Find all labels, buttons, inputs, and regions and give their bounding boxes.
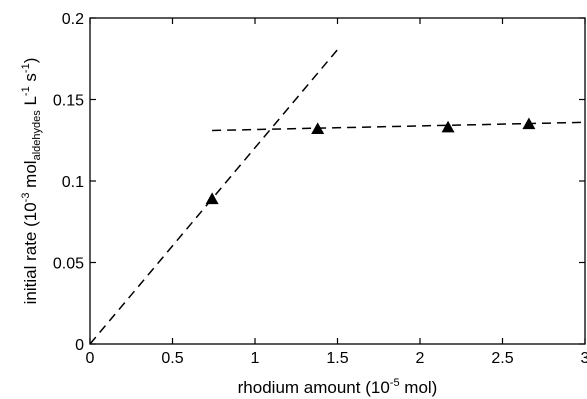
fit-lines — [89, 45, 586, 345]
x-tick-label: 3 — [581, 350, 587, 367]
axis-ticks — [89, 17, 586, 345]
data-point-3 — [441, 120, 455, 133]
plot-frame — [89, 17, 586, 345]
fit-line-1 — [89, 45, 342, 345]
data-point-2 — [311, 122, 325, 135]
data-markers — [205, 117, 536, 205]
y-tick-label: 0.1 — [62, 174, 84, 191]
data-point-1 — [205, 192, 219, 205]
x-tick-label: 1.5 — [326, 350, 348, 367]
y-tick-label: 0.15 — [53, 93, 84, 110]
x-tick-label: 0.5 — [161, 350, 183, 367]
y-tick-label: 0.05 — [53, 256, 84, 273]
fit-line-2 — [212, 121, 586, 132]
x-tick-label: 1 — [251, 350, 260, 367]
data-point-4 — [522, 117, 536, 130]
x-tick-label: 0 — [86, 350, 95, 367]
x-tick-label: 2 — [416, 350, 425, 367]
x-axis-label: rhodium amount (10-5 mol) — [238, 377, 438, 397]
x-tick-label: 2.5 — [491, 350, 513, 367]
y-tick-label: 0.2 — [62, 11, 84, 28]
y-tick-label: 0 — [75, 337, 84, 354]
tick-labels: 0 0.5 1 1.5 2 2.5 3 0 0.05 0.1 0.15 0.2 — [53, 11, 587, 367]
y-axis-label: initial rate (10-3 molaldehydes L-1 s-1) — [20, 58, 43, 305]
